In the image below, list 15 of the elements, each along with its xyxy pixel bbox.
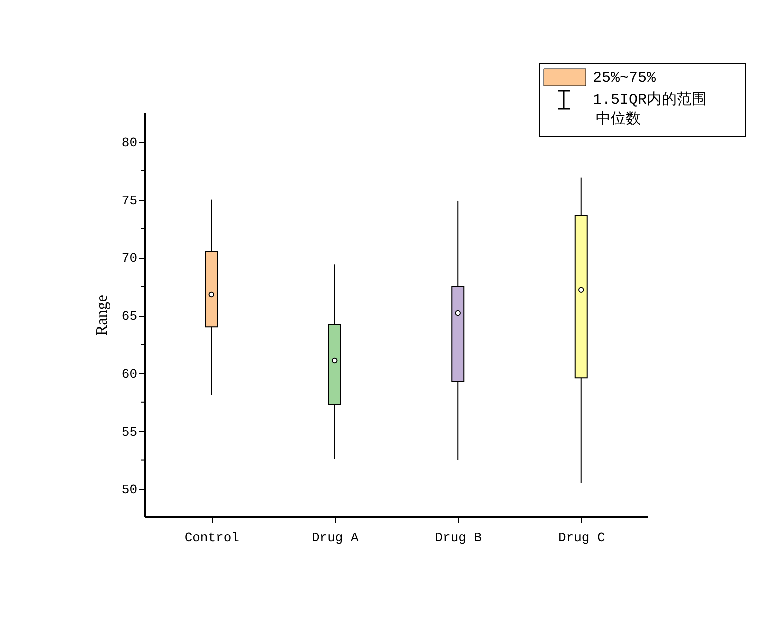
annotation: 中位数 [596,110,641,128]
y-tick-label: 60 [122,366,138,382]
y-tick-label: 55 [122,424,138,440]
y-tick-label: 50 [122,482,138,498]
x-tick-label: Drug C [558,530,606,546]
text: 1.5IQR内的范围 [593,91,708,109]
legend-label: 25%~75% [593,70,658,87]
x-tick-label: Control [184,530,240,546]
x-tick-label: Drug B [435,530,482,546]
y-tick-label: 65 [122,309,138,324]
y-axis-title: Range [94,295,111,336]
y-tick-label: 75 [122,193,138,208]
x-tick-label: Drug A [312,530,359,546]
y-tick-label: 80 [122,135,138,150]
y-tick-label: 70 [122,251,138,266]
